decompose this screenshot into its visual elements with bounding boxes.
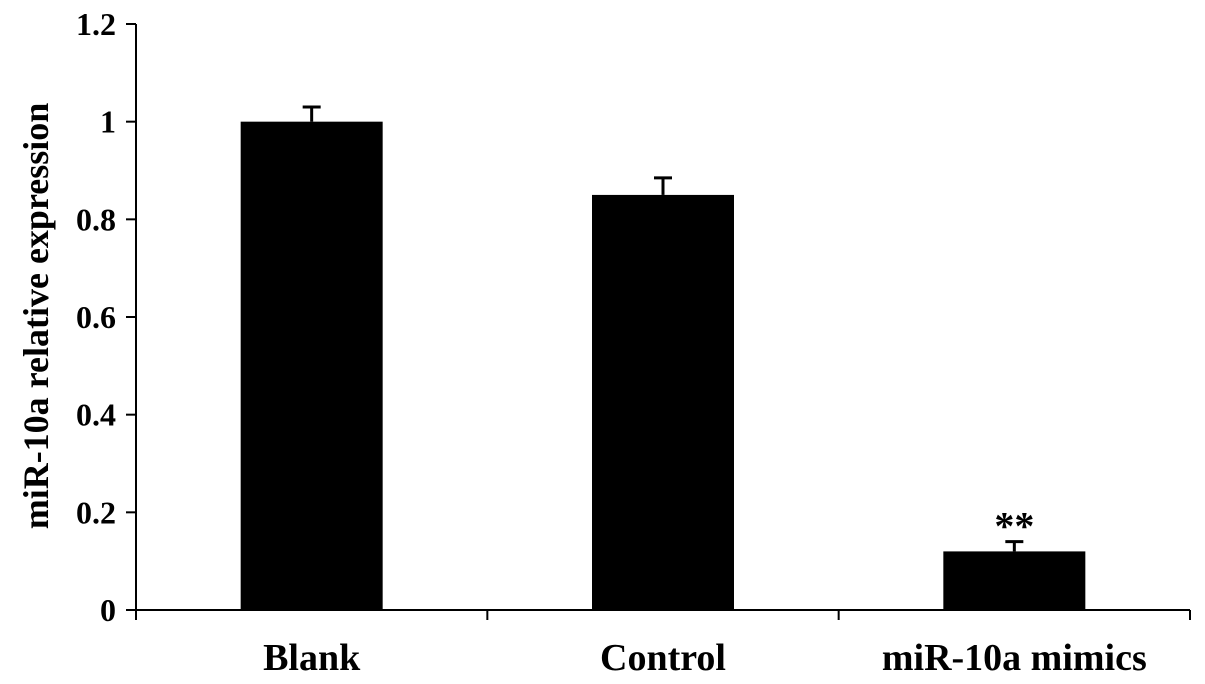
y-tick-label: 1 <box>100 104 116 140</box>
bar <box>943 551 1086 610</box>
significance-annotation: ** <box>994 504 1034 549</box>
y-tick-label: 0 <box>100 592 116 628</box>
x-category-label: Blank <box>263 637 361 679</box>
y-tick-label: 0.6 <box>76 299 116 335</box>
labels: 0 0.2 0.4 0.6 0.8 1 1.2 Blank Control ** miR-10a m… <box>76 6 1147 679</box>
x-category-label: Control <box>600 637 726 679</box>
y-tick-label: 1.2 <box>76 6 116 42</box>
bar <box>240 121 383 611</box>
y-tick-label: 0.4 <box>76 397 116 433</box>
bar <box>592 194 734 610</box>
y-tick-label: 0.2 <box>76 494 116 530</box>
y-tick-label: 0.8 <box>76 201 116 237</box>
bars <box>240 105 1086 611</box>
y-axis-title: miR-10a relative expression <box>16 103 56 530</box>
x-category-label: miR-10a mimics <box>882 637 1147 679</box>
